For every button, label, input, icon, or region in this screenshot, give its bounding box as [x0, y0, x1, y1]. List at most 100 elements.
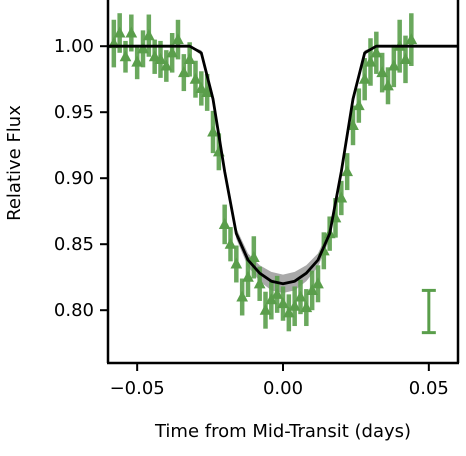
data-point-marker — [405, 33, 418, 45]
data-point — [242, 257, 254, 297]
data-point — [300, 289, 313, 327]
model-uncertainty-band-layer — [108, 46, 458, 294]
data-point-marker — [137, 42, 149, 54]
model-uncertainty-band — [108, 46, 458, 294]
y-axis-label: Relative Flux — [4, 105, 25, 221]
data-point-marker — [271, 287, 284, 299]
data-point-marker — [207, 125, 219, 137]
data-point — [207, 110, 219, 154]
data-point — [335, 180, 348, 216]
data-point-marker — [335, 191, 348, 203]
data-point — [288, 286, 301, 327]
data-point — [282, 294, 295, 332]
data-point — [312, 265, 324, 303]
data-point — [137, 30, 149, 68]
data-point-marker — [113, 26, 126, 38]
data-point-marker — [382, 79, 394, 91]
data-point-marker — [347, 118, 359, 130]
data-point-marker — [131, 55, 144, 67]
data-point-marker — [288, 299, 301, 311]
data-point-marker — [183, 52, 196, 64]
data-point-marker — [218, 217, 231, 229]
model-curve-layer — [108, 44, 458, 286]
data-point-marker — [253, 277, 266, 289]
data-point — [341, 153, 354, 191]
data-point — [131, 44, 144, 80]
data-point-marker — [247, 250, 260, 262]
data-point — [352, 88, 365, 123]
y-tick-label: 0.90 — [54, 168, 94, 189]
data-point — [364, 38, 377, 86]
data-point — [306, 270, 319, 311]
data-point-marker — [259, 303, 272, 315]
data-point — [387, 44, 400, 88]
x-tick-label: 0.00 — [263, 378, 303, 399]
data-point-marker — [154, 52, 167, 64]
data-point-marker — [172, 33, 184, 45]
y-tick-label: 1.00 — [54, 36, 94, 57]
y-tick-label: 0.80 — [54, 300, 94, 321]
data-point-marker — [177, 66, 190, 78]
data-point — [277, 286, 289, 321]
data-point — [142, 14, 155, 57]
data-point — [247, 236, 260, 279]
observation-points-layer — [107, 13, 418, 332]
data-point — [405, 13, 418, 66]
x-tick-label: −0.05 — [110, 378, 165, 399]
data-point — [189, 60, 202, 98]
data-point-marker — [306, 283, 319, 295]
x-axis-label: Time from Mid-Transit (days) — [154, 421, 411, 442]
data-point-marker — [387, 59, 400, 71]
data-point — [230, 245, 243, 283]
data-point-marker — [242, 270, 254, 282]
data-point-marker — [119, 50, 132, 62]
x-tick-label: 0.05 — [409, 378, 449, 399]
data-point-marker — [201, 85, 214, 97]
data-point-marker — [364, 55, 377, 67]
data-point-marker — [294, 290, 307, 302]
ticks-layer: −0.05 0.00 0.05 0.80 0.85 0.90 0.95 1.00 — [54, 36, 449, 399]
data-point — [382, 67, 394, 105]
data-point — [160, 50, 173, 82]
data-point — [195, 71, 208, 106]
data-point — [177, 54, 190, 92]
data-point-marker — [358, 72, 371, 84]
y-tick-label: 0.95 — [54, 102, 94, 123]
data-point-marker — [370, 46, 383, 58]
data-point — [166, 33, 179, 73]
data-point — [347, 105, 359, 146]
data-point-marker — [230, 257, 243, 269]
data-point — [259, 291, 272, 329]
data-point-marker — [195, 81, 208, 93]
data-point-marker — [341, 165, 354, 177]
data-point — [265, 279, 278, 320]
data-point-marker — [282, 306, 295, 318]
data-point — [236, 278, 249, 316]
data-point — [224, 227, 237, 262]
data-point-marker — [376, 66, 389, 78]
model-curve — [108, 44, 458, 286]
data-point — [183, 42, 196, 77]
data-point-marker — [352, 99, 365, 111]
data-point-marker — [224, 237, 237, 249]
data-point-marker — [277, 297, 289, 309]
data-point-marker — [125, 26, 138, 38]
typical-error-bar-layer — [421, 288, 436, 335]
data-point-marker — [399, 52, 412, 64]
data-point-marker — [312, 277, 324, 289]
data-point — [218, 204, 231, 245]
y-tick-label: 0.85 — [54, 234, 94, 255]
data-point-marker — [166, 46, 179, 58]
data-point-marker — [160, 59, 173, 71]
data-point — [376, 52, 389, 93]
data-point — [370, 31, 383, 74]
data-point-marker — [189, 72, 202, 84]
data-point — [399, 35, 412, 84]
data-point — [294, 279, 307, 315]
data-point-marker — [236, 290, 249, 302]
data-point-marker — [265, 293, 278, 305]
data-point-marker — [142, 29, 155, 41]
data-point — [172, 19, 184, 60]
data-point — [358, 58, 371, 101]
